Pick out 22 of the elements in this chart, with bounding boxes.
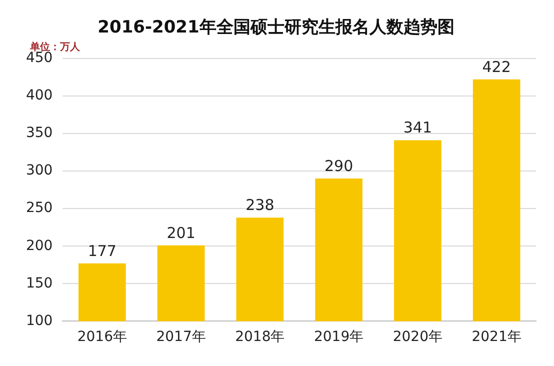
y-tick-label: 150 [26, 275, 53, 292]
y-tick-label: 450 [26, 50, 53, 66]
data-label: 177 [88, 242, 116, 260]
y-tick-label: 400 [26, 88, 53, 104]
data-label: 290 [324, 156, 354, 175]
x-tick-label: 2020年 [392, 329, 442, 346]
chart-title: 2016-2021年全国硕士研究生报名人数趋势图 [98, 18, 454, 38]
data-label: 422 [482, 58, 511, 76]
y-tick-label: 350 [26, 125, 53, 142]
x-tick-label: 2017年 [156, 329, 206, 346]
y-tick-label: 250 [26, 200, 53, 216]
y-tick-label: 300 [26, 162, 53, 179]
y-tick-label: 100 [26, 312, 53, 329]
y-tick-label: 200 [26, 238, 53, 254]
data-label: 341 [403, 118, 432, 137]
data-label: 238 [246, 196, 274, 214]
text: 单位：万人 [29, 40, 81, 53]
x-tick-label: 2019年 [314, 329, 364, 346]
x-tick-label: 2021年 [472, 329, 522, 346]
x-tick-label: 2018年 [235, 329, 285, 346]
x-tick-label: 2016年 [77, 329, 127, 346]
data-label: 201 [166, 224, 196, 242]
